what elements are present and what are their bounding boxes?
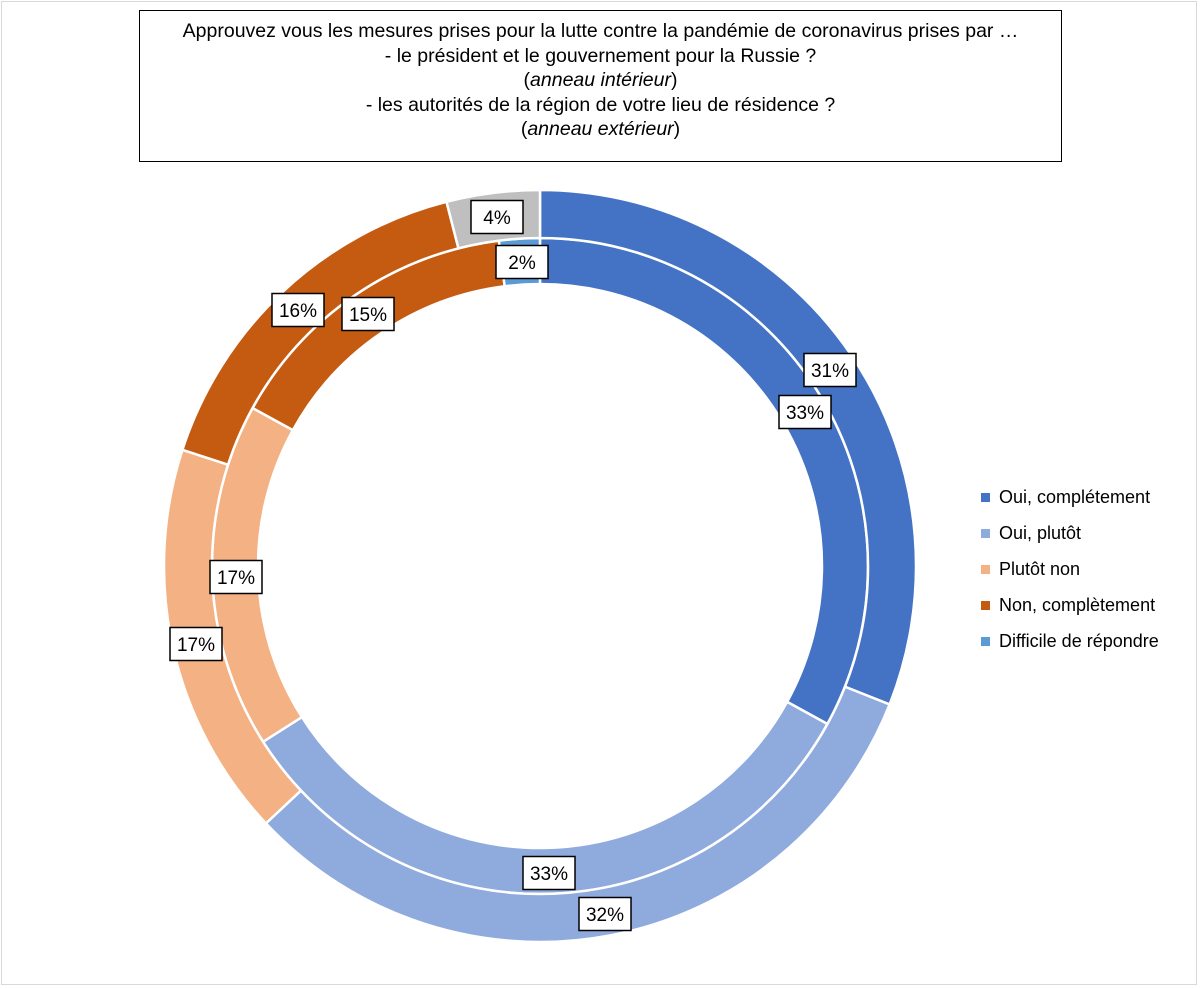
legend-swatch (981, 637, 990, 646)
legend-label: Oui, plutôt (999, 523, 1082, 543)
data-label-text: 15% (349, 305, 387, 326)
title-note-outer-text: anneau extérieur (527, 118, 674, 140)
data-label-box (778, 394, 832, 430)
legend-swatch (981, 601, 990, 610)
data-label-text: 33% (786, 403, 824, 424)
legend-label: Difficile de répondre (999, 631, 1159, 651)
chart-data-labels: 33% 33% 17% 15% 2% 31% 32% 17% 16% 4% (169, 199, 857, 932)
legend-item: Oui, plutôt (981, 520, 1196, 547)
legend-label: Non, complètement (999, 595, 1156, 615)
legend-item: Difficile de répondre (981, 628, 1196, 655)
legend-swatch (981, 565, 990, 574)
outer-ring-data-label: 16% (271, 292, 325, 328)
data-label-text: 16% (279, 301, 317, 322)
title-line-2: - le président et le gouvernement pour l… (384, 44, 817, 67)
legend-swatch (981, 493, 990, 502)
inner-ring-data-label: 33% (778, 394, 832, 430)
title-note-inner: (anneau intérieur) (523, 69, 678, 91)
data-label-text: 17% (177, 635, 215, 656)
data-label-box (522, 855, 576, 891)
outer-ring-data-label: 4% (470, 199, 524, 235)
title-line-3: - les autorités de la région de votre li… (365, 93, 836, 116)
legend-item: Oui, complétement (981, 484, 1196, 511)
inner-ring-segment (538, 236, 870, 726)
data-label-text: 33% (530, 864, 568, 885)
title-line-1: Approuvez vous les mesures prises pour l… (182, 20, 1019, 42)
outer-ring-data-label: 17% (169, 626, 223, 662)
chart-legend: Oui, complétement Oui, plutôt Plutôt non No… (981, 484, 1196, 664)
data-label-box (209, 559, 263, 595)
legend-label: Oui, complétement (999, 487, 1151, 507)
data-label-box (271, 292, 325, 328)
inner-ring-data-label: 17% (209, 559, 263, 595)
data-label-text: 17% (217, 568, 255, 589)
inner-ring-data-label: 2% (495, 244, 549, 280)
inner-ring-data-label: 33% (522, 855, 576, 891)
data-label-text: 31% (811, 361, 849, 382)
legend-item: Non, complètement (981, 592, 1196, 619)
legend-item: Plutôt non (981, 556, 1196, 583)
data-label-box (578, 896, 632, 932)
legend-swatch (981, 529, 990, 538)
data-label-text: 32% (586, 905, 624, 926)
title-note-inner-text: anneau intérieur (530, 69, 671, 91)
inner-ring-data-label: 15% (341, 296, 395, 332)
data-label-box (495, 244, 549, 280)
outer-ring-data-label: 32% (578, 896, 632, 932)
data-label-box (803, 352, 857, 388)
outer-ring-data-label: 31% (803, 352, 857, 388)
data-label-box (169, 626, 223, 662)
legend-label: Plutôt non (999, 559, 1081, 579)
data-label-box (341, 296, 395, 332)
chart-title-box: Approuvez vous les mesures prises pour l… (139, 10, 1062, 162)
title-note-outer: (anneau extérieur) (520, 118, 681, 140)
data-label-box (470, 199, 524, 235)
data-label-text: 4% (483, 208, 511, 229)
data-label-text: 2% (508, 253, 536, 274)
